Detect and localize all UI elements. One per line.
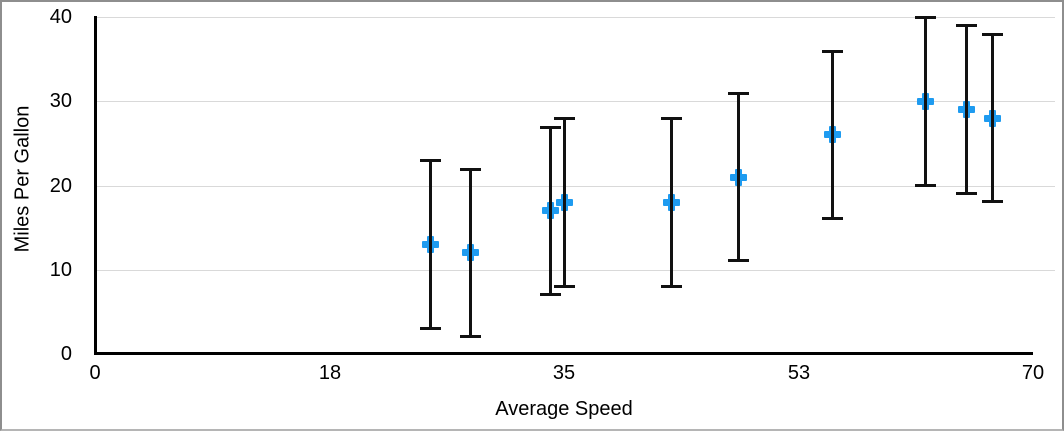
y-axis-tick-label: 40 — [49, 6, 72, 28]
error-bar-bottom-cap — [661, 285, 682, 288]
y-axis-tick-label: 0 — [60, 343, 72, 365]
error-bar-bottom-cap — [982, 200, 1003, 203]
error-bar-line — [670, 118, 673, 287]
error-bar-line — [429, 160, 432, 329]
error-bar-top-cap — [554, 117, 575, 120]
error-bar-line — [549, 127, 552, 295]
x-axis-title: Average Speed — [495, 398, 633, 420]
error-bar-bottom-cap — [915, 184, 936, 187]
error-bar-bottom-cap — [956, 192, 977, 195]
error-bar-top-cap — [915, 16, 936, 19]
y-axis-tick-label: 30 — [49, 90, 72, 112]
x-axis-tick-label: 35 — [552, 362, 576, 384]
error-bar-bottom-cap — [540, 293, 561, 296]
x-axis-tick-label: 18 — [318, 362, 342, 384]
y-gridline — [95, 186, 1055, 187]
error-bar-top-cap — [956, 24, 977, 27]
error-bar-line — [965, 25, 968, 194]
error-bar-top-cap — [420, 159, 441, 162]
error-bar-top-cap — [982, 33, 1003, 36]
y-axis-tick-label: 10 — [49, 259, 72, 281]
error-bar-bottom-cap — [460, 335, 481, 338]
error-bar-line — [991, 34, 994, 202]
error-bar-line — [469, 169, 472, 337]
y-gridline — [95, 101, 1055, 102]
y-gridline — [95, 270, 1055, 271]
y-axis-tick-label: 20 — [49, 175, 72, 197]
x-axis-line — [94, 352, 1033, 355]
error-bar-line — [924, 17, 927, 186]
error-bar-top-cap — [661, 117, 682, 120]
x-axis-tick-label: 53 — [787, 362, 811, 384]
x-axis-tick-label: 70 — [1021, 362, 1045, 384]
error-bar-top-cap — [460, 168, 481, 171]
error-bar-bottom-cap — [420, 327, 441, 330]
y-gridline — [95, 17, 1055, 18]
error-bar-top-cap — [540, 126, 561, 129]
error-bar-bottom-cap — [822, 217, 843, 220]
error-bar-line — [831, 51, 834, 220]
error-bar-bottom-cap — [554, 285, 575, 288]
error-bar-bottom-cap — [728, 259, 749, 262]
x-axis-tick-label: 0 — [89, 362, 101, 384]
error-bar-line — [563, 118, 566, 287]
y-axis-line — [94, 16, 97, 355]
error-bar-line — [737, 93, 740, 262]
error-bar-top-cap — [822, 50, 843, 53]
error-bar-top-cap — [728, 92, 749, 95]
